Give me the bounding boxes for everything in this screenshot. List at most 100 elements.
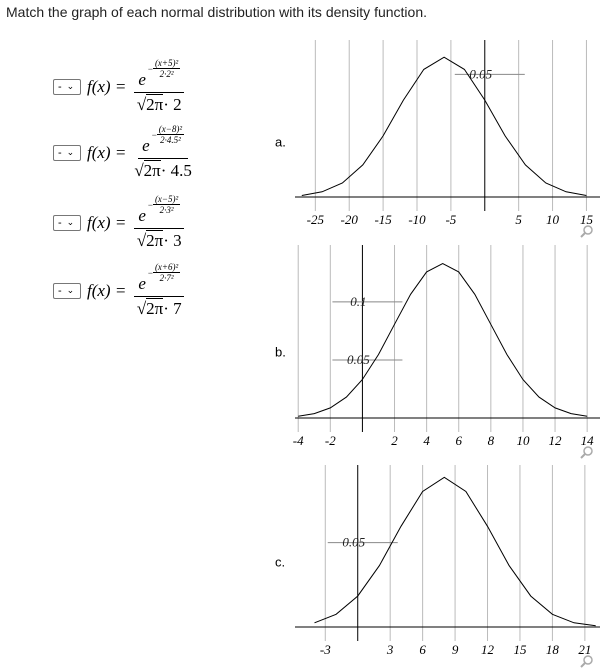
- fraction: e − (x+5)² 2·2² √2π· 2: [134, 58, 185, 115]
- x-tick-label: -25: [307, 212, 325, 227]
- chevron-icon: ⌄: [66, 285, 75, 295]
- dropdown[interactable]: - ⌄: [53, 214, 81, 231]
- x-tick-label: -5: [445, 212, 456, 227]
- zoom-icon-handle: [580, 232, 586, 238]
- exponent-denominator: 2·7²: [159, 273, 174, 283]
- radical-sign: √: [134, 161, 144, 180]
- fraction: e − (x−8)² 2·4.5² √2π· 4.5: [134, 124, 192, 181]
- minus-sign: −: [147, 63, 153, 74]
- exponent-denominator: 2·2²: [159, 69, 174, 79]
- radical-sign: √: [136, 95, 147, 114]
- fraction: e − (x−5)² 2·3² √2π· 3: [134, 194, 185, 251]
- graph-label: c.: [275, 554, 285, 569]
- radicand: 2π: [146, 94, 164, 114]
- exponent-numerator: (x−8)²: [156, 124, 185, 135]
- radical-sign: √: [136, 299, 147, 318]
- base-e: e: [138, 274, 146, 293]
- numerator: e − (x+6)² 2·7²: [134, 262, 185, 297]
- x-tick-label: 10: [546, 212, 560, 227]
- y-tick-label: 0.05: [469, 66, 492, 81]
- x-tick-label: 4: [423, 433, 430, 448]
- x-tick-label: 18: [546, 642, 560, 657]
- denominator: √2π· 2: [137, 93, 182, 115]
- x-tick-label: 6: [419, 642, 426, 657]
- radicand: 2π: [146, 230, 164, 250]
- minus-sign: −: [147, 199, 153, 210]
- x-tick-label: 5: [515, 212, 522, 227]
- x-tick-label: 15: [580, 212, 594, 227]
- graph-label: b.: [275, 344, 286, 359]
- radicand: 2π: [146, 298, 164, 318]
- base-e: e: [138, 70, 146, 89]
- dropdown-value: -: [58, 80, 62, 93]
- exponent-fraction: (x+6)² 2·7²: [152, 262, 181, 283]
- formula-row: - ⌄ f(x) = e − (x−8)² 2·4.5² √2π· 4.5: [53, 124, 192, 181]
- base-e: e: [142, 136, 150, 155]
- exponent-fraction: (x−5)² 2·3²: [152, 194, 181, 215]
- exponent: − (x+5)² 2·2²: [147, 58, 181, 79]
- fraction: e − (x+6)² 2·7² √2π· 7: [134, 262, 185, 319]
- x-tick-label: 6: [455, 433, 462, 448]
- zoom-icon-handle: [580, 662, 586, 668]
- dropdown[interactable]: - ⌄: [53, 282, 81, 299]
- radical-sign: √: [136, 231, 147, 250]
- numerator: e − (x−5)² 2·3²: [134, 194, 185, 229]
- dropdown-value: -: [58, 216, 62, 229]
- base-e: e: [138, 206, 146, 225]
- density-curve: [301, 56, 587, 196]
- function-lhs: f(x) =: [87, 212, 127, 232]
- exponent-numerator: (x+5)²: [152, 58, 181, 69]
- zoom-icon-handle: [580, 453, 586, 459]
- x-tick-label: -4: [293, 433, 304, 448]
- zoom-icon: [583, 446, 593, 456]
- x-tick-label: -3: [320, 642, 331, 657]
- minus-sign: −: [147, 267, 153, 278]
- dropdown[interactable]: - ⌄: [53, 144, 81, 161]
- numerator: e − (x−8)² 2·4.5²: [138, 124, 189, 159]
- x-tick-label: -2: [325, 433, 336, 448]
- graph-label: a.: [275, 134, 286, 149]
- denominator: √2π· 4.5: [134, 159, 192, 181]
- x-tick-label: 14: [581, 433, 595, 448]
- exponent: − (x−5)² 2·3²: [147, 194, 181, 215]
- dropdown-value: -: [58, 284, 62, 297]
- x-tick-label: -20: [341, 212, 359, 227]
- exponent-fraction: (x−8)² 2·4.5²: [156, 124, 185, 145]
- function-lhs: f(x) =: [87, 142, 127, 162]
- function-lhs: f(x) =: [87, 76, 127, 96]
- sd-factor: · 7: [163, 299, 182, 318]
- minus-sign: −: [151, 129, 157, 140]
- formula-row: - ⌄ f(x) = e − (x+5)² 2·2² √2π· 2: [53, 58, 185, 115]
- y-tick-label: 0.1: [350, 294, 366, 309]
- x-tick-label: 12: [481, 642, 495, 657]
- chevron-icon: ⌄: [66, 147, 75, 157]
- exponent-fraction: (x+5)² 2·2²: [152, 58, 181, 79]
- x-tick-label: -15: [374, 212, 392, 227]
- dropdown[interactable]: - ⌄: [53, 78, 81, 95]
- chevron-icon: ⌄: [66, 81, 75, 91]
- density-curve: [314, 476, 596, 627]
- function-lhs: f(x) =: [87, 280, 127, 300]
- exponent-denominator: 2·4.5²: [160, 135, 181, 145]
- y-tick-label: 0.05: [342, 535, 365, 550]
- x-tick-label: 12: [549, 433, 563, 448]
- exponent: − (x+6)² 2·7²: [147, 262, 181, 283]
- question: Match the graph of each normal distribut…: [6, 4, 427, 20]
- x-tick-label: 10: [516, 433, 530, 448]
- exponent-numerator: (x+6)²: [152, 262, 181, 273]
- sd-factor: · 2: [163, 95, 182, 114]
- x-tick-label: 21: [578, 642, 591, 657]
- sd-factor: · 4.5: [160, 161, 192, 180]
- dropdown-value: -: [58, 146, 62, 159]
- density-curve: [298, 263, 588, 417]
- exponent-denominator: 2·3²: [159, 205, 174, 215]
- x-tick-label: 3: [386, 642, 394, 657]
- exponent-numerator: (x−5)²: [152, 194, 181, 205]
- x-tick-label: -10: [408, 212, 426, 227]
- x-tick-label: 2: [391, 433, 398, 448]
- sd-factor: · 3: [163, 231, 182, 250]
- chevron-icon: ⌄: [66, 217, 75, 227]
- radicand: 2π: [143, 160, 161, 180]
